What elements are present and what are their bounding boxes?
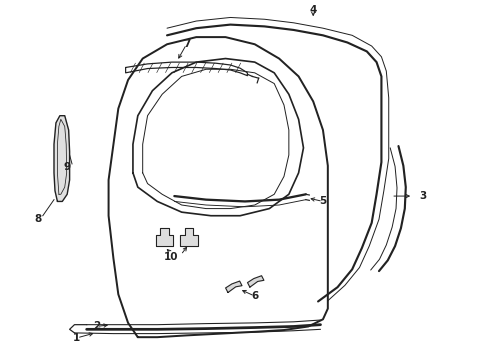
Text: 2: 2 <box>93 321 100 332</box>
Polygon shape <box>54 116 70 202</box>
Text: 1: 1 <box>74 333 80 343</box>
Polygon shape <box>225 281 242 293</box>
Polygon shape <box>156 228 173 246</box>
Polygon shape <box>180 228 198 246</box>
Text: 6: 6 <box>251 291 258 301</box>
Text: 10: 10 <box>164 252 178 262</box>
Text: 3: 3 <box>419 191 426 201</box>
Text: 5: 5 <box>319 197 326 206</box>
Polygon shape <box>247 276 264 287</box>
Text: 7: 7 <box>183 39 190 49</box>
Text: 8: 8 <box>34 214 42 224</box>
Text: 4: 4 <box>310 5 317 15</box>
Text: 9: 9 <box>64 162 71 172</box>
